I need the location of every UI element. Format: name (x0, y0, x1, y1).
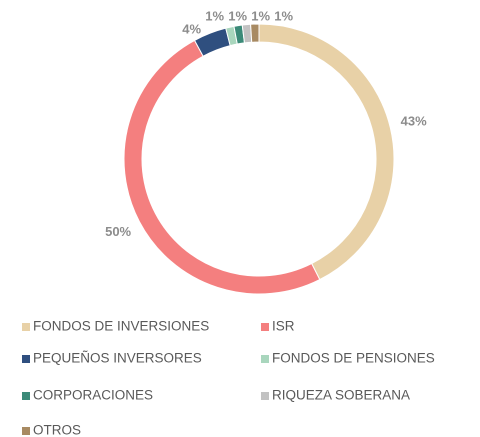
data-label: 4% (182, 21, 201, 36)
data-label: 43% (401, 114, 427, 129)
legend-label: CORPORACIONES (33, 388, 153, 403)
donut-slice (250, 23, 260, 43)
data-label: 50% (105, 224, 131, 239)
legend-swatch (22, 323, 30, 331)
legend-swatch (261, 392, 269, 400)
data-label: 1% (274, 8, 293, 23)
legend-swatch (22, 427, 30, 435)
donut-slice (123, 39, 321, 295)
data-label: 1% (228, 8, 247, 23)
data-label: 1% (251, 8, 270, 23)
donut-slice (258, 23, 395, 281)
legend-swatch (22, 355, 30, 363)
legend-label: FONDOS DE PENSIONES (272, 351, 435, 366)
legend-swatch (22, 392, 30, 400)
legend-swatch (261, 323, 269, 331)
data-label: 1% (205, 8, 224, 23)
legend-label: RIQUEZA SOBERANA (272, 388, 410, 403)
legend-label: OTROS (33, 423, 81, 437)
legend-label: FONDOS DE INVERSIONES (33, 319, 209, 334)
legend-label: ISR (272, 319, 295, 334)
legend-swatch (261, 355, 269, 363)
legend-label: PEQUEÑOS INVERSORES (33, 351, 202, 366)
